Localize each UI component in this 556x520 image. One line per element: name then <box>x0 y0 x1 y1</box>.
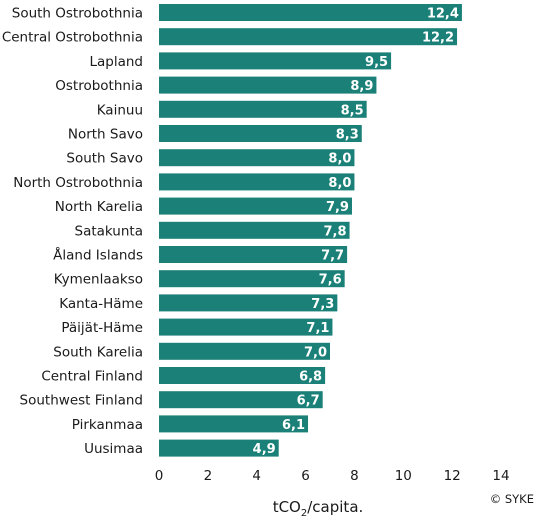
bar <box>159 439 279 457</box>
category-label: Lapland <box>89 54 143 70</box>
data-label: 6,8 <box>299 370 322 385</box>
data-label: 7,6 <box>319 273 342 288</box>
x-axis-label: tCO2/capita. <box>273 498 364 519</box>
data-label: 8,0 <box>328 152 351 167</box>
data-label: 7,9 <box>326 200 349 215</box>
category-label: Central Finland <box>41 369 143 385</box>
x-tick-label: 14 <box>492 468 509 484</box>
data-label: 8,0 <box>328 176 351 191</box>
bar <box>159 294 338 312</box>
category-label: Kainuu <box>97 102 143 118</box>
bar <box>159 28 458 46</box>
category-label: South Savo <box>66 151 143 167</box>
category-label: South Karelia <box>53 344 143 360</box>
data-label: 7,8 <box>324 224 347 239</box>
data-label: 7,3 <box>311 297 334 312</box>
data-label: 7,1 <box>306 321 329 336</box>
bar <box>159 52 392 70</box>
x-tick-label: 6 <box>301 468 310 484</box>
bar <box>159 318 333 336</box>
bar <box>159 100 367 118</box>
x-tick-label: 12 <box>444 468 461 484</box>
category-label: North Karelia <box>55 199 143 215</box>
x-tick-label: 2 <box>204 468 213 484</box>
bar <box>159 246 348 263</box>
data-label: 8,3 <box>336 128 359 143</box>
data-label: 8,5 <box>341 103 364 118</box>
category-label: Päijät-Häme <box>61 320 143 336</box>
data-label: 4,9 <box>253 442 276 457</box>
x-tick-label: 8 <box>350 468 359 484</box>
category-label: Ostrobothnia <box>55 78 143 94</box>
category-label: Pirkanmaa <box>72 417 143 433</box>
category-label: Central Ostrobothnia <box>2 30 143 46</box>
category-label: North Ostrobothnia <box>13 175 143 191</box>
category-label: Uusimaa <box>84 441 143 457</box>
bar <box>159 415 309 433</box>
data-label: 12,2 <box>422 31 454 46</box>
bar <box>159 270 345 288</box>
copyright-credit: © SYKE <box>490 492 534 506</box>
category-label: North Savo <box>68 127 143 143</box>
bar <box>159 342 331 360</box>
data-label: 7,0 <box>304 345 327 360</box>
category-label: Southwest Finland <box>20 393 143 409</box>
bar <box>159 4 462 21</box>
category-label: Satakunta <box>75 223 144 239</box>
bar <box>159 76 377 94</box>
bars: 12,4 12,2 9,5 8,9 8,5 8,3 8,0 8,0 7,9 7,8 7,7 7,6 7,… <box>159 4 462 457</box>
category-label: Åland Islands <box>53 247 143 264</box>
x-tick-label: 4 <box>252 468 261 484</box>
bar <box>159 125 362 142</box>
category-labels: South Ostrobothnia Central Ostrobothnia La… <box>2 6 143 458</box>
bar <box>159 391 323 409</box>
x-axis-ticks: 0 2 4 6 8 10 12 14 <box>155 468 510 484</box>
bar <box>159 149 355 167</box>
data-label: 7,7 <box>321 249 344 264</box>
data-label: 6,7 <box>297 394 320 409</box>
category-label: South Ostrobothnia <box>12 6 143 22</box>
x-tick-label: 10 <box>395 468 412 484</box>
bar <box>159 197 352 215</box>
bar <box>159 367 326 384</box>
data-label: 9,5 <box>365 55 388 70</box>
category-label: Kymenlaakso <box>54 272 143 288</box>
data-label: 8,9 <box>350 79 373 94</box>
category-label: Kanta-Häme <box>59 296 143 312</box>
bar <box>159 173 355 191</box>
data-label: 12,4 <box>427 7 459 22</box>
x-tick-label: 0 <box>155 468 164 484</box>
bar <box>159 221 350 239</box>
data-label: 6,1 <box>282 418 305 433</box>
